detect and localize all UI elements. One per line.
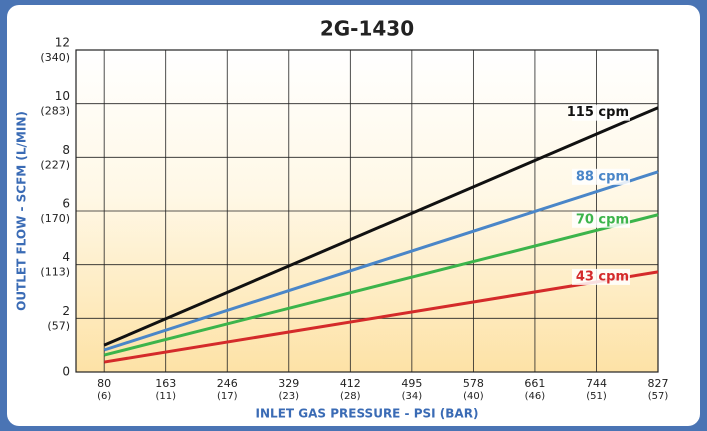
x-tick-metric-label: (23) xyxy=(279,391,300,402)
x-axis-label: INLET GAS PRESSURE - PSI (BAR) xyxy=(256,407,479,421)
series-line xyxy=(103,170,659,352)
y-tick-label: 6 xyxy=(62,197,70,211)
y-tick-label: 0 xyxy=(62,365,70,379)
series-label-bg xyxy=(572,104,630,121)
y-tick-label: 12 xyxy=(55,36,70,50)
series-label-bg xyxy=(572,211,630,228)
series-label-bg xyxy=(572,168,630,185)
x-tick-metric-label: (40) xyxy=(463,391,484,402)
y-tick-metric-label: (170) xyxy=(40,212,70,225)
x-tick-metric-label: (6) xyxy=(97,391,111,402)
y-tick-metric-label: (113) xyxy=(40,266,70,279)
y-tick-label: 10 xyxy=(55,89,70,103)
x-tick-metric-label: (34) xyxy=(402,391,423,402)
x-tick-metric-label: (46) xyxy=(525,391,546,402)
series-label: 70 cpm xyxy=(576,212,629,227)
y-tick-label: 8 xyxy=(62,143,70,157)
x-tick-label: 246 xyxy=(217,377,238,390)
x-tick-metric-label: (11) xyxy=(155,391,176,402)
chart-title: 2G-1430 xyxy=(320,17,414,41)
series-label-bg xyxy=(572,268,630,285)
x-tick-metric-label: (17) xyxy=(217,391,238,402)
x-tick-label: 80 xyxy=(97,377,111,390)
x-tick-metric-label: (51) xyxy=(586,391,607,402)
x-tick-label: 744 xyxy=(586,377,607,390)
series-label: 115 cpm xyxy=(567,105,629,120)
series-line xyxy=(103,213,659,357)
x-tick-metric-label: (57) xyxy=(648,391,669,402)
y-tick-metric-label: (227) xyxy=(40,158,70,171)
y-tick-metric-label: (283) xyxy=(40,105,70,118)
y-axis-label: OUTLET FLOW - SCFM (L/MIN) xyxy=(15,111,29,311)
x-tick-metric-label: (28) xyxy=(340,391,361,402)
x-tick-label: 495 xyxy=(401,377,422,390)
series-label: 43 cpm xyxy=(576,269,629,284)
series-line xyxy=(103,106,659,347)
y-tick-metric-label: (57) xyxy=(47,319,70,332)
y-tick-label: 4 xyxy=(62,250,70,264)
x-tick-label: 329 xyxy=(278,377,299,390)
x-tick-label: 827 xyxy=(648,377,669,390)
x-tick-label: 412 xyxy=(340,377,361,390)
series-label: 88 cpm xyxy=(576,169,629,184)
x-tick-label: 661 xyxy=(524,377,545,390)
y-tick-metric-label: (340) xyxy=(40,51,70,64)
x-tick-label: 578 xyxy=(463,377,484,390)
series-line xyxy=(103,270,659,364)
x-tick-label: 163 xyxy=(155,377,176,390)
y-tick-label: 2 xyxy=(62,304,70,318)
plot-border xyxy=(75,49,659,373)
